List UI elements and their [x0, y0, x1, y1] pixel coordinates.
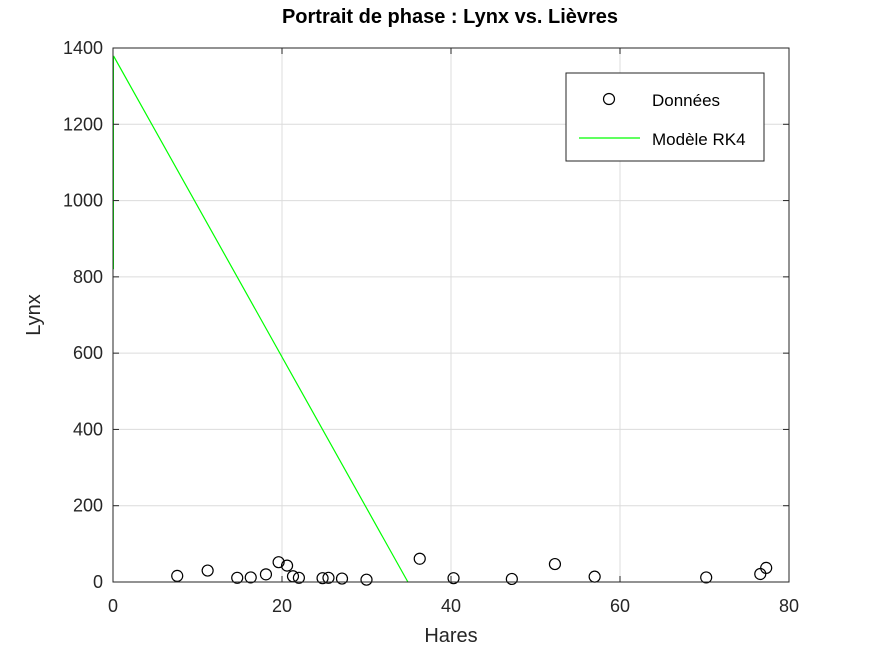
data-point	[754, 567, 767, 581]
data-point	[201, 564, 214, 577]
x-tick-label: 80	[779, 596, 799, 616]
x-tick-label: 60	[610, 596, 630, 616]
y-tick-label: 400	[73, 419, 103, 439]
data-point	[588, 570, 601, 583]
x-tick-label: 40	[441, 596, 461, 616]
data-point	[360, 573, 373, 586]
legend-label-data: Données	[652, 91, 720, 110]
data-point	[244, 571, 257, 584]
y-tick-label: 1400	[63, 38, 103, 58]
data-point	[548, 557, 562, 571]
data-point	[700, 571, 713, 584]
data-point	[259, 568, 273, 581]
y-tick-label: 200	[73, 496, 103, 516]
x-tick-label: 0	[108, 596, 118, 616]
legend-box	[565, 72, 765, 162]
y-tick-label: 600	[73, 343, 103, 363]
y-tick-label: 800	[73, 267, 103, 287]
legend-label-model: Modèle RK4	[652, 130, 746, 149]
data-point	[231, 571, 244, 584]
legend-marker-data	[602, 92, 616, 106]
data-point	[505, 572, 518, 586]
data-point	[272, 556, 285, 569]
x-axis-label: Hares	[424, 625, 477, 647]
data-point	[760, 561, 773, 574]
data-point	[280, 559, 294, 572]
x-tick-label: 20	[272, 596, 292, 616]
y-tick-label: 1000	[63, 191, 103, 211]
data-point	[335, 572, 349, 585]
data-point	[413, 552, 426, 565]
data-point	[316, 572, 329, 585]
y-tick-label: 0	[93, 572, 103, 592]
y-axis-label: Lynx	[23, 294, 45, 336]
data-point	[322, 571, 335, 584]
legend: Données Modèle RK4	[565, 72, 765, 162]
chart-title: Portrait de phase : Lynx vs. Lièvres	[282, 6, 618, 28]
data-point	[171, 569, 184, 582]
data-point	[292, 571, 305, 584]
data-point	[447, 572, 460, 585]
y-tick-label: 1200	[63, 114, 103, 134]
model-line	[112, 55, 409, 583]
